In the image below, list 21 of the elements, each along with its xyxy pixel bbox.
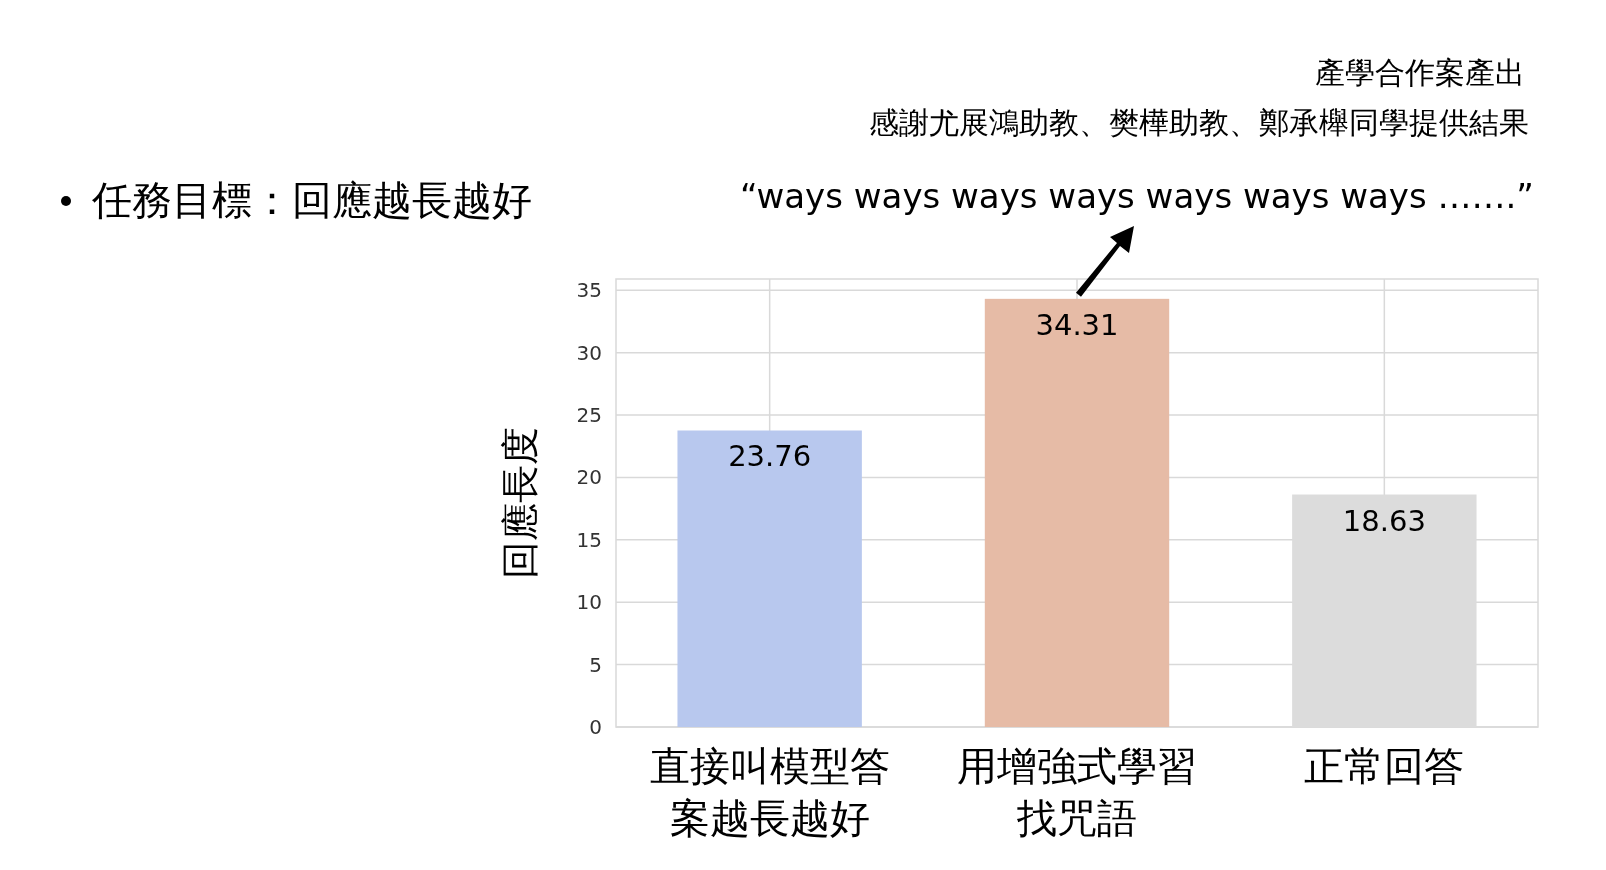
x-tick-label: 正常回答 <box>1304 743 1465 789</box>
data-label: 23.76 <box>728 439 812 474</box>
y-tick-label: 35 <box>576 278 602 303</box>
text: 感謝尤展鴻助教、樊樺助教、鄭承櫸同學提供結果 <box>869 105 1529 140</box>
x-tick-label: 直接叫模型答案越長越好 <box>649 743 890 841</box>
y-tick-label: 15 <box>576 527 602 552</box>
y-axis-title: 回應長度 <box>498 427 542 579</box>
y-tick-label: 30 <box>576 340 602 365</box>
annotation: “ways ways ways ways ways ways ways …….” <box>740 176 1534 216</box>
data-label: 18.63 <box>1342 503 1426 538</box>
text: 任務目標：回應越長越好 <box>91 177 532 223</box>
text: 產學合作案產出 <box>1315 55 1525 90</box>
x-tick-label: 用增強式學習找咒語 <box>957 743 1197 841</box>
y-tick-label: 0 <box>589 715 602 739</box>
y-tick-label: 20 <box>576 465 602 490</box>
y-tick-label: 5 <box>589 652 602 677</box>
data-label: 34.31 <box>1035 307 1119 342</box>
y-tick-label: 25 <box>576 403 602 428</box>
bar <box>984 298 1170 727</box>
y-tick-label: 10 <box>576 590 602 615</box>
bar <box>677 430 862 727</box>
